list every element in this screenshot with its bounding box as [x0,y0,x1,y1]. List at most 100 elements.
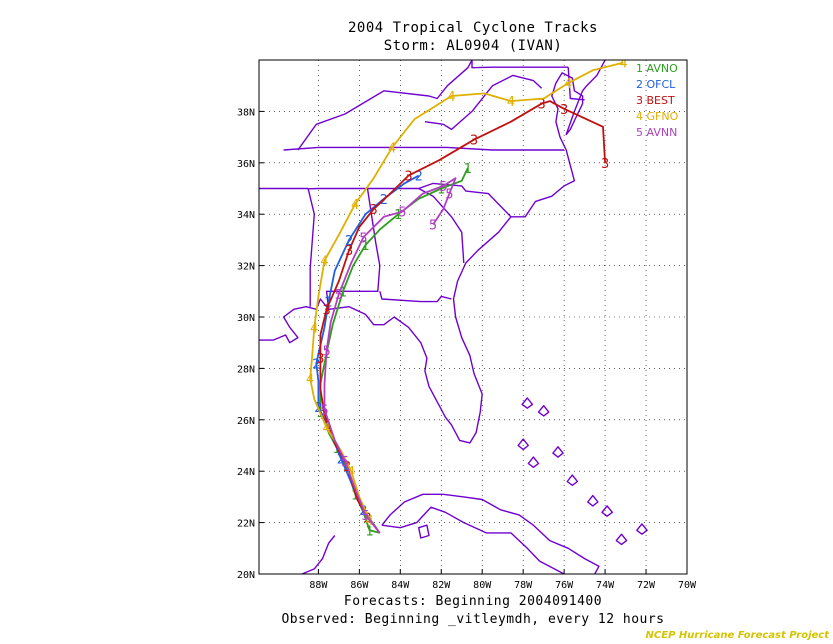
track-3-marker: 3 [320,409,328,424]
grid-lines [259,60,687,574]
track-5-marker: 5 [439,180,447,195]
lon-tick-label: 76W [555,580,574,591]
lon-tick-label: 86W [350,580,369,591]
track-5-marker: 5 [359,231,367,246]
axis-labels: 38N 36N 34N 32N 30N 28N 26N 24N 22N 20N 88W 86W 84W 8… [237,107,697,591]
state-line-ohio-river [297,90,430,151]
bahama-island [517,438,529,451]
lat-tick-label: 32N [237,262,255,273]
track-1-marker: 1 [437,183,445,198]
track-3-line [319,100,606,534]
coastlines [259,60,648,574]
track-4-marker: 4 [351,198,359,213]
state-line-ms-al [307,188,315,307]
track-5-line [323,177,457,534]
track-5-marker: 5 [335,288,343,303]
state-line-oh-wv [428,60,473,100]
lat-tick-label: 22N [237,519,255,530]
bahama-island [566,474,579,486]
track-3-marker: 3 [322,303,330,318]
state-line-ga-fl [379,291,452,303]
track-2-line [315,174,420,534]
track-3-marker: 3 [601,157,609,172]
track-2-marker: 2 [337,452,345,467]
track-5-marker: 5 [322,344,330,359]
bahama-island [636,523,648,535]
state-line-wv-va [424,74,543,131]
legend-item-best: 3 BEST [636,94,675,107]
lat-tick-label: 38N [237,107,255,118]
track-5-marker: 5 [341,455,349,470]
track-4-marker: 4 [322,422,330,437]
track-4-marker: 4 [507,95,515,110]
track-4-marker: 4 [320,254,328,269]
track-4-marker: 4 [447,90,455,105]
lat-tick-label: 26N [237,416,255,427]
track-5-marker: 5 [429,218,437,233]
bahama-island [587,494,599,507]
state-line-md-de [567,67,585,101]
track-3-marker: 3 [537,98,545,113]
track-2-marker: 2 [345,234,353,249]
track-3-marker: 3 [560,103,568,118]
bahama-island [601,505,613,517]
us-coastline [259,60,606,444]
lon-tick-label: 80W [473,580,492,591]
cuba-north-coast [381,493,600,574]
lon-tick-label: 82W [432,580,451,591]
forecast-caption: Forecasts: Beginning 2004091400 [343,594,603,609]
yucatan-coast [301,535,336,574]
lon-tick-label: 78W [514,580,533,591]
state-line-south-nc [308,182,512,218]
lon-tick-label: 84W [391,580,410,591]
track-2-marker: 2 [312,357,320,372]
map-title: 2004 Tropical Cyclone Tracks [347,20,598,36]
credit-text: NCEP Hurricane Forecast Project [645,630,829,641]
track-3-marker: 3 [363,511,371,526]
lat-tick-label: 20N [237,570,255,581]
legend-item-gfno: 4 GFNO [636,110,679,123]
legend-item-avno: 1 AVNO [636,62,678,75]
lat-tick-label: 24N [237,467,255,478]
track-2-marker: 2 [415,170,423,185]
legend-item-ofcl: 2 OFCL [636,78,676,91]
track-1-marker: 1 [464,162,472,177]
lat-tick-label: 30N [237,313,255,324]
observed-caption: Observed: Beginning _vitleymdh, every 12… [281,612,665,627]
track-4-marker: 4 [564,77,572,92]
lon-tick-label: 88W [309,580,328,591]
track-4-marker: 4 [306,373,314,388]
track-1-marker: 1 [394,208,402,223]
lat-tick-label: 36N [237,159,255,170]
cuba-south-coast [381,506,565,574]
bahama-island [521,397,534,409]
track-3-marker: 3 [370,203,378,218]
state-line-al-ga [325,188,381,310]
track-1-marker: 1 [339,285,347,300]
bahama-island [527,456,540,468]
lat-tick-label: 34N [237,210,255,221]
track-1-marker: 1 [361,239,369,254]
track-5-marker: 5 [361,509,369,524]
track-4-marker: 4 [310,321,318,336]
track-3-marker: 3 [470,134,478,149]
track-3-marker: 3 [404,170,412,185]
track-3-marker: 3 [345,244,353,259]
track-4-marker: 4 [619,57,627,72]
track-4-marker: 4 [365,514,373,529]
track-5-marker: 5 [320,404,328,419]
track-1-marker: 1 [365,524,373,539]
bahama-island [615,533,628,546]
track-3-marker: 3 [316,352,324,367]
lon-tick-label: 74W [596,580,615,591]
track-4-marker: 4 [388,141,396,156]
track-4-marker: 4 [347,465,355,480]
track-5-marker: 5 [398,206,406,221]
state-line-va-nc [283,146,565,151]
track-4-line [309,61,624,534]
track-5-marker: 5 [445,188,453,203]
lon-tick-label: 70W [678,580,697,591]
legend-item-avnn: 5 AVNN [636,126,678,139]
lon-tick-label: 72W [637,580,656,591]
